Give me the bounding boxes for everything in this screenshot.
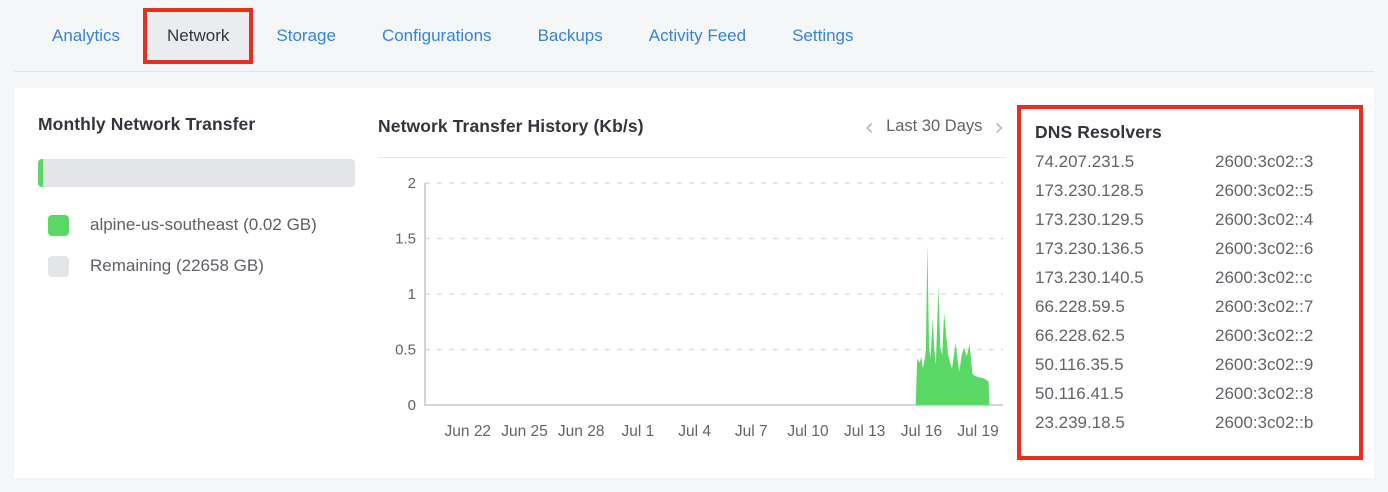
svg-text:Jul 1: Jul 1 [622, 423, 655, 440]
dns-resolver-row: 173.230.129.5 2600:3c02::4 [1035, 205, 1349, 234]
dns-ipv6: 2600:3c02::2 [1215, 326, 1314, 345]
dns-ipv6: 2600:3c02::4 [1215, 210, 1314, 229]
tab-settings[interactable]: Settings [792, 25, 854, 45]
dns-ipv4: 173.230.128.5 [1035, 181, 1144, 200]
dns-resolver-row: 50.116.35.5 2600:3c02::9 [1035, 350, 1349, 379]
dns-resolver-row: 173.230.136.5 2600:3c02::6 [1035, 234, 1349, 263]
tab-network[interactable]: Network [143, 7, 254, 64]
chart-header-divider [378, 157, 1006, 158]
chart-range-label: Last 30 Days [886, 117, 983, 135]
svg-text:Jul 13: Jul 13 [844, 423, 885, 440]
dns-ipv4: 50.116.35.5 [1035, 355, 1124, 374]
dns-resolver-row: 66.228.59.5 2600:3c02::7 [1035, 292, 1349, 321]
network-panel: Monthly Network Transfer alpine-us-south… [14, 88, 1374, 478]
dns-resolver-row: 66.228.62.5 2600:3c02::2 [1035, 321, 1349, 350]
svg-text:Jul 19: Jul 19 [957, 423, 998, 440]
svg-text:2: 2 [408, 175, 416, 192]
svg-text:Jul 10: Jul 10 [787, 423, 829, 440]
chevron-left-icon[interactable]: ‹ [864, 112, 875, 141]
dns-ipv4: 173.230.140.5 [1035, 268, 1144, 287]
chevron-right-icon[interactable]: › [994, 112, 1004, 141]
svg-text:Jun 25: Jun 25 [501, 423, 548, 440]
dns-resolvers-list: 74.207.231.5 2600:3c02::3 173.230.128.5 260… [1035, 147, 1349, 437]
transfer-usage-bar [38, 159, 355, 187]
dns-ipv4: 66.228.62.5 [1035, 326, 1125, 345]
legend-label: alpine-us-southeast (0.02 GB) [90, 215, 317, 234]
transfer-usage-bar-fill [38, 159, 44, 187]
dns-ipv6: 2600:3c02::b [1215, 413, 1314, 432]
dns-ipv6: 2600:3c02::7 [1215, 297, 1314, 316]
tab-configurations[interactable]: Configurations [381, 25, 492, 45]
dns-resolver-row: 23.239.18.5 2600:3c02::b [1035, 408, 1349, 437]
legend-swatch [48, 215, 69, 236]
dns-ipv4: 23.239.18.5 [1035, 413, 1125, 432]
tab-backups[interactable]: Backups [537, 25, 603, 45]
dns-resolver-row: 173.230.140.5 2600:3c02::c [1035, 263, 1349, 292]
tab-storage[interactable]: Storage [276, 25, 336, 45]
transfer-history-title: Network Transfer History (Kb/s) [378, 116, 644, 136]
tab-bar: Analytics Network Storage Configurations Bac… [14, 0, 1374, 72]
dns-resolver-row: 74.207.231.5 2600:3c02::3 [1035, 147, 1349, 176]
svg-text:Jul 4: Jul 4 [678, 423, 711, 440]
tab-activity-feed[interactable]: Activity Feed [648, 25, 747, 45]
dns-resolver-row: 50.116.41.5 2600:3c02::8 [1035, 379, 1349, 408]
dns-ipv6: 2600:3c02::3 [1215, 152, 1314, 171]
svg-text:Jun 22: Jun 22 [445, 423, 492, 440]
dns-ipv4: 66.228.59.5 [1035, 297, 1125, 316]
svg-text:Jun 28: Jun 28 [558, 423, 605, 440]
dns-ipv6: 2600:3c02::5 [1215, 181, 1314, 200]
svg-text:Jul 16: Jul 16 [901, 423, 942, 440]
transfer-history-chart: 0 0.5 1 1.5 2 Jun 22 Jun 25 Jun 28 Jul 1 Jul 4 Jul… [395, 175, 1003, 440]
legend-label: Remaining (22658 GB) [90, 256, 264, 275]
dns-ipv4: 50.116.41.5 [1035, 384, 1124, 403]
legend-item: alpine-us-southeast (0.02 GB) [38, 213, 360, 237]
legend-swatch [48, 256, 69, 277]
dns-ipv4: 74.207.231.5 [1035, 152, 1135, 171]
svg-text:0.5: 0.5 [395, 342, 416, 359]
tab-analytics[interactable]: Analytics [52, 25, 121, 45]
dns-resolvers-title: DNS Resolvers [1035, 122, 1162, 142]
dns-ipv4: 173.230.129.5 [1035, 210, 1144, 229]
dns-ipv6: 2600:3c02::8 [1215, 384, 1314, 403]
svg-text:1: 1 [408, 286, 416, 303]
svg-text:0: 0 [408, 397, 416, 414]
monthly-transfer-title: Monthly Network Transfer [38, 114, 256, 134]
dns-ipv6: 2600:3c02::c [1215, 268, 1313, 287]
dns-resolver-row: 173.230.128.5 2600:3c02::5 [1035, 176, 1349, 205]
dns-ipv4: 173.230.136.5 [1035, 239, 1144, 258]
svg-text:Jul 7: Jul 7 [735, 423, 768, 440]
dns-ipv6: 2600:3c02::6 [1215, 239, 1314, 258]
dns-ipv6: 2600:3c02::9 [1215, 355, 1314, 374]
monthly-network-transfer-section: Monthly Network Transfer alpine-us-south… [38, 114, 360, 278]
legend-item: Remaining (22658 GB) [38, 254, 360, 278]
chart-range-control: ‹ Last 30 Days › [862, 112, 1006, 141]
transfer-legend: alpine-us-southeast (0.02 GB) Remaining (… [38, 213, 360, 278]
svg-text:1.5: 1.5 [395, 231, 416, 248]
